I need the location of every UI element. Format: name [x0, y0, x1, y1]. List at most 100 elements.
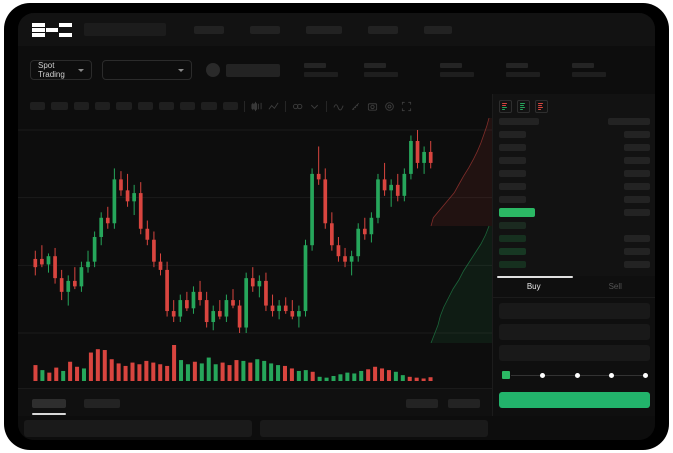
tab-sell[interactable]: Sell: [608, 282, 622, 291]
orderbook-bids-icon[interactable]: [517, 100, 530, 113]
interval-button-7[interactable]: [180, 102, 195, 110]
market-stat-2: [440, 63, 474, 77]
settings-gear-icon[interactable]: [384, 101, 395, 112]
order-panel: Buy Sell: [492, 94, 655, 416]
stat-label: [304, 63, 326, 68]
app-screen: Spot Trading: [18, 13, 655, 440]
chevron-down-icon: [178, 68, 184, 72]
market-stat-4: [572, 63, 606, 77]
stat-label: [506, 63, 528, 68]
trading-mode-label: Spot Trading: [38, 61, 65, 79]
slider-step-3[interactable]: [608, 372, 614, 378]
market-stat-3: [506, 63, 540, 77]
market-stat-1: [364, 63, 398, 77]
stat-label: [440, 63, 462, 68]
interval-button-8[interactable]: [201, 102, 217, 110]
interval-button-9[interactable]: [223, 102, 238, 110]
slider-step-2[interactable]: [574, 372, 580, 378]
orderbook-header-row: [499, 117, 650, 126]
orders-action-1[interactable]: [448, 398, 480, 408]
orderbook-ask-row[interactable]: [499, 169, 650, 178]
top-navigation-bar: [18, 13, 655, 46]
fullscreen-icon[interactable]: [401, 101, 412, 112]
orderbook-bid-row[interactable]: [499, 234, 650, 243]
footer-strip: [18, 416, 655, 440]
price-value: [226, 63, 280, 77]
orderbook-bid-row[interactable]: [499, 247, 650, 256]
search-input[interactable]: [84, 23, 166, 36]
market-header: Spot Trading: [18, 46, 655, 95]
orderbook-both-icon[interactable]: [499, 100, 512, 113]
orders-tab-0[interactable]: [32, 398, 66, 415]
order-total-field[interactable]: [499, 345, 650, 361]
interval-button-0[interactable]: [30, 102, 45, 110]
orderbook-ask-row[interactable]: [499, 195, 650, 204]
wave-icon[interactable]: [333, 101, 344, 112]
price-chart[interactable]: [18, 118, 492, 388]
orderbook-bid-row[interactable]: [499, 260, 650, 269]
active-tab-underline: [497, 276, 573, 278]
market-stat-0: [304, 63, 338, 77]
stat-value: [304, 72, 338, 77]
nav-item-3[interactable]: [368, 25, 398, 34]
indicators-icon[interactable]: [292, 101, 303, 112]
candlestick-series: [18, 129, 492, 334]
nav-item-2[interactable]: [306, 25, 342, 34]
stat-value: [364, 72, 398, 77]
interval-button-6[interactable]: [159, 102, 174, 110]
slider-step-1[interactable]: [540, 372, 546, 378]
volume-histogram: [33, 345, 433, 381]
orderbook-ask-row[interactable]: [499, 182, 650, 191]
orderbook-ask-row[interactable]: [499, 143, 650, 152]
orderbook-view-switcher: [493, 94, 655, 113]
orderbook-bid-row[interactable]: [499, 221, 650, 230]
nav-item-0[interactable]: [194, 25, 224, 34]
orders-action-0[interactable]: [406, 398, 438, 408]
device-frame: Spot Trading: [4, 3, 669, 450]
footer-panel-1[interactable]: [260, 419, 488, 437]
stat-value: [572, 72, 606, 77]
orderbook-ask-row[interactable]: [499, 130, 650, 139]
interval-button-1[interactable]: [51, 102, 68, 110]
coin-avatar: [206, 63, 220, 77]
stat-label: [572, 63, 594, 68]
order-price-field[interactable]: [499, 303, 650, 319]
orders-tab-bar: [18, 388, 492, 417]
toolbar-divider: [326, 100, 327, 112]
orderbook-ask-row[interactable]: [499, 156, 650, 165]
interval-button-3[interactable]: [95, 102, 110, 110]
order-amount-field[interactable]: [499, 324, 650, 340]
stat-value: [440, 72, 474, 77]
orders-tab-1[interactable]: [84, 398, 120, 408]
orderbook-last-price-row: [499, 208, 650, 217]
nav-item-4[interactable]: [424, 25, 452, 34]
interval-button-5[interactable]: [138, 102, 153, 110]
last-price-highlight: [499, 208, 535, 217]
current-pair-price: [206, 63, 280, 77]
drawing-tools-icon[interactable]: [350, 101, 361, 112]
nav-item-1[interactable]: [250, 25, 280, 34]
slider-step-0[interactable]: [501, 370, 511, 380]
orderbook-rows[interactable]: [493, 113, 655, 269]
amount-percent-slider[interactable]: [501, 370, 648, 380]
chevron-down-icon[interactable]: [309, 101, 320, 112]
trading-mode-selector[interactable]: Spot Trading: [30, 60, 92, 80]
pair-selector[interactable]: [102, 60, 192, 80]
active-tab-underline: [32, 412, 66, 415]
order-form: Buy Sell: [493, 276, 655, 416]
orderbook-asks-icon[interactable]: [535, 100, 548, 113]
interval-button-2[interactable]: [74, 102, 89, 110]
stat-label: [364, 63, 386, 68]
camera-icon[interactable]: [367, 101, 378, 112]
market-depth-overlay: [430, 118, 492, 343]
interval-button-4[interactable]: [116, 102, 132, 110]
submit-order-button[interactable]: [499, 392, 650, 408]
line-chart-icon[interactable]: [268, 101, 279, 112]
footer-panel-0[interactable]: [24, 419, 252, 437]
candlestick-chart-icon[interactable]: [251, 101, 262, 112]
slider-step-4[interactable]: [643, 372, 648, 378]
toolbar-divider: [285, 100, 286, 112]
chart-toolbar: [18, 94, 492, 119]
tab-buy[interactable]: Buy: [526, 282, 541, 291]
okx-logo-icon[interactable]: [32, 22, 72, 37]
